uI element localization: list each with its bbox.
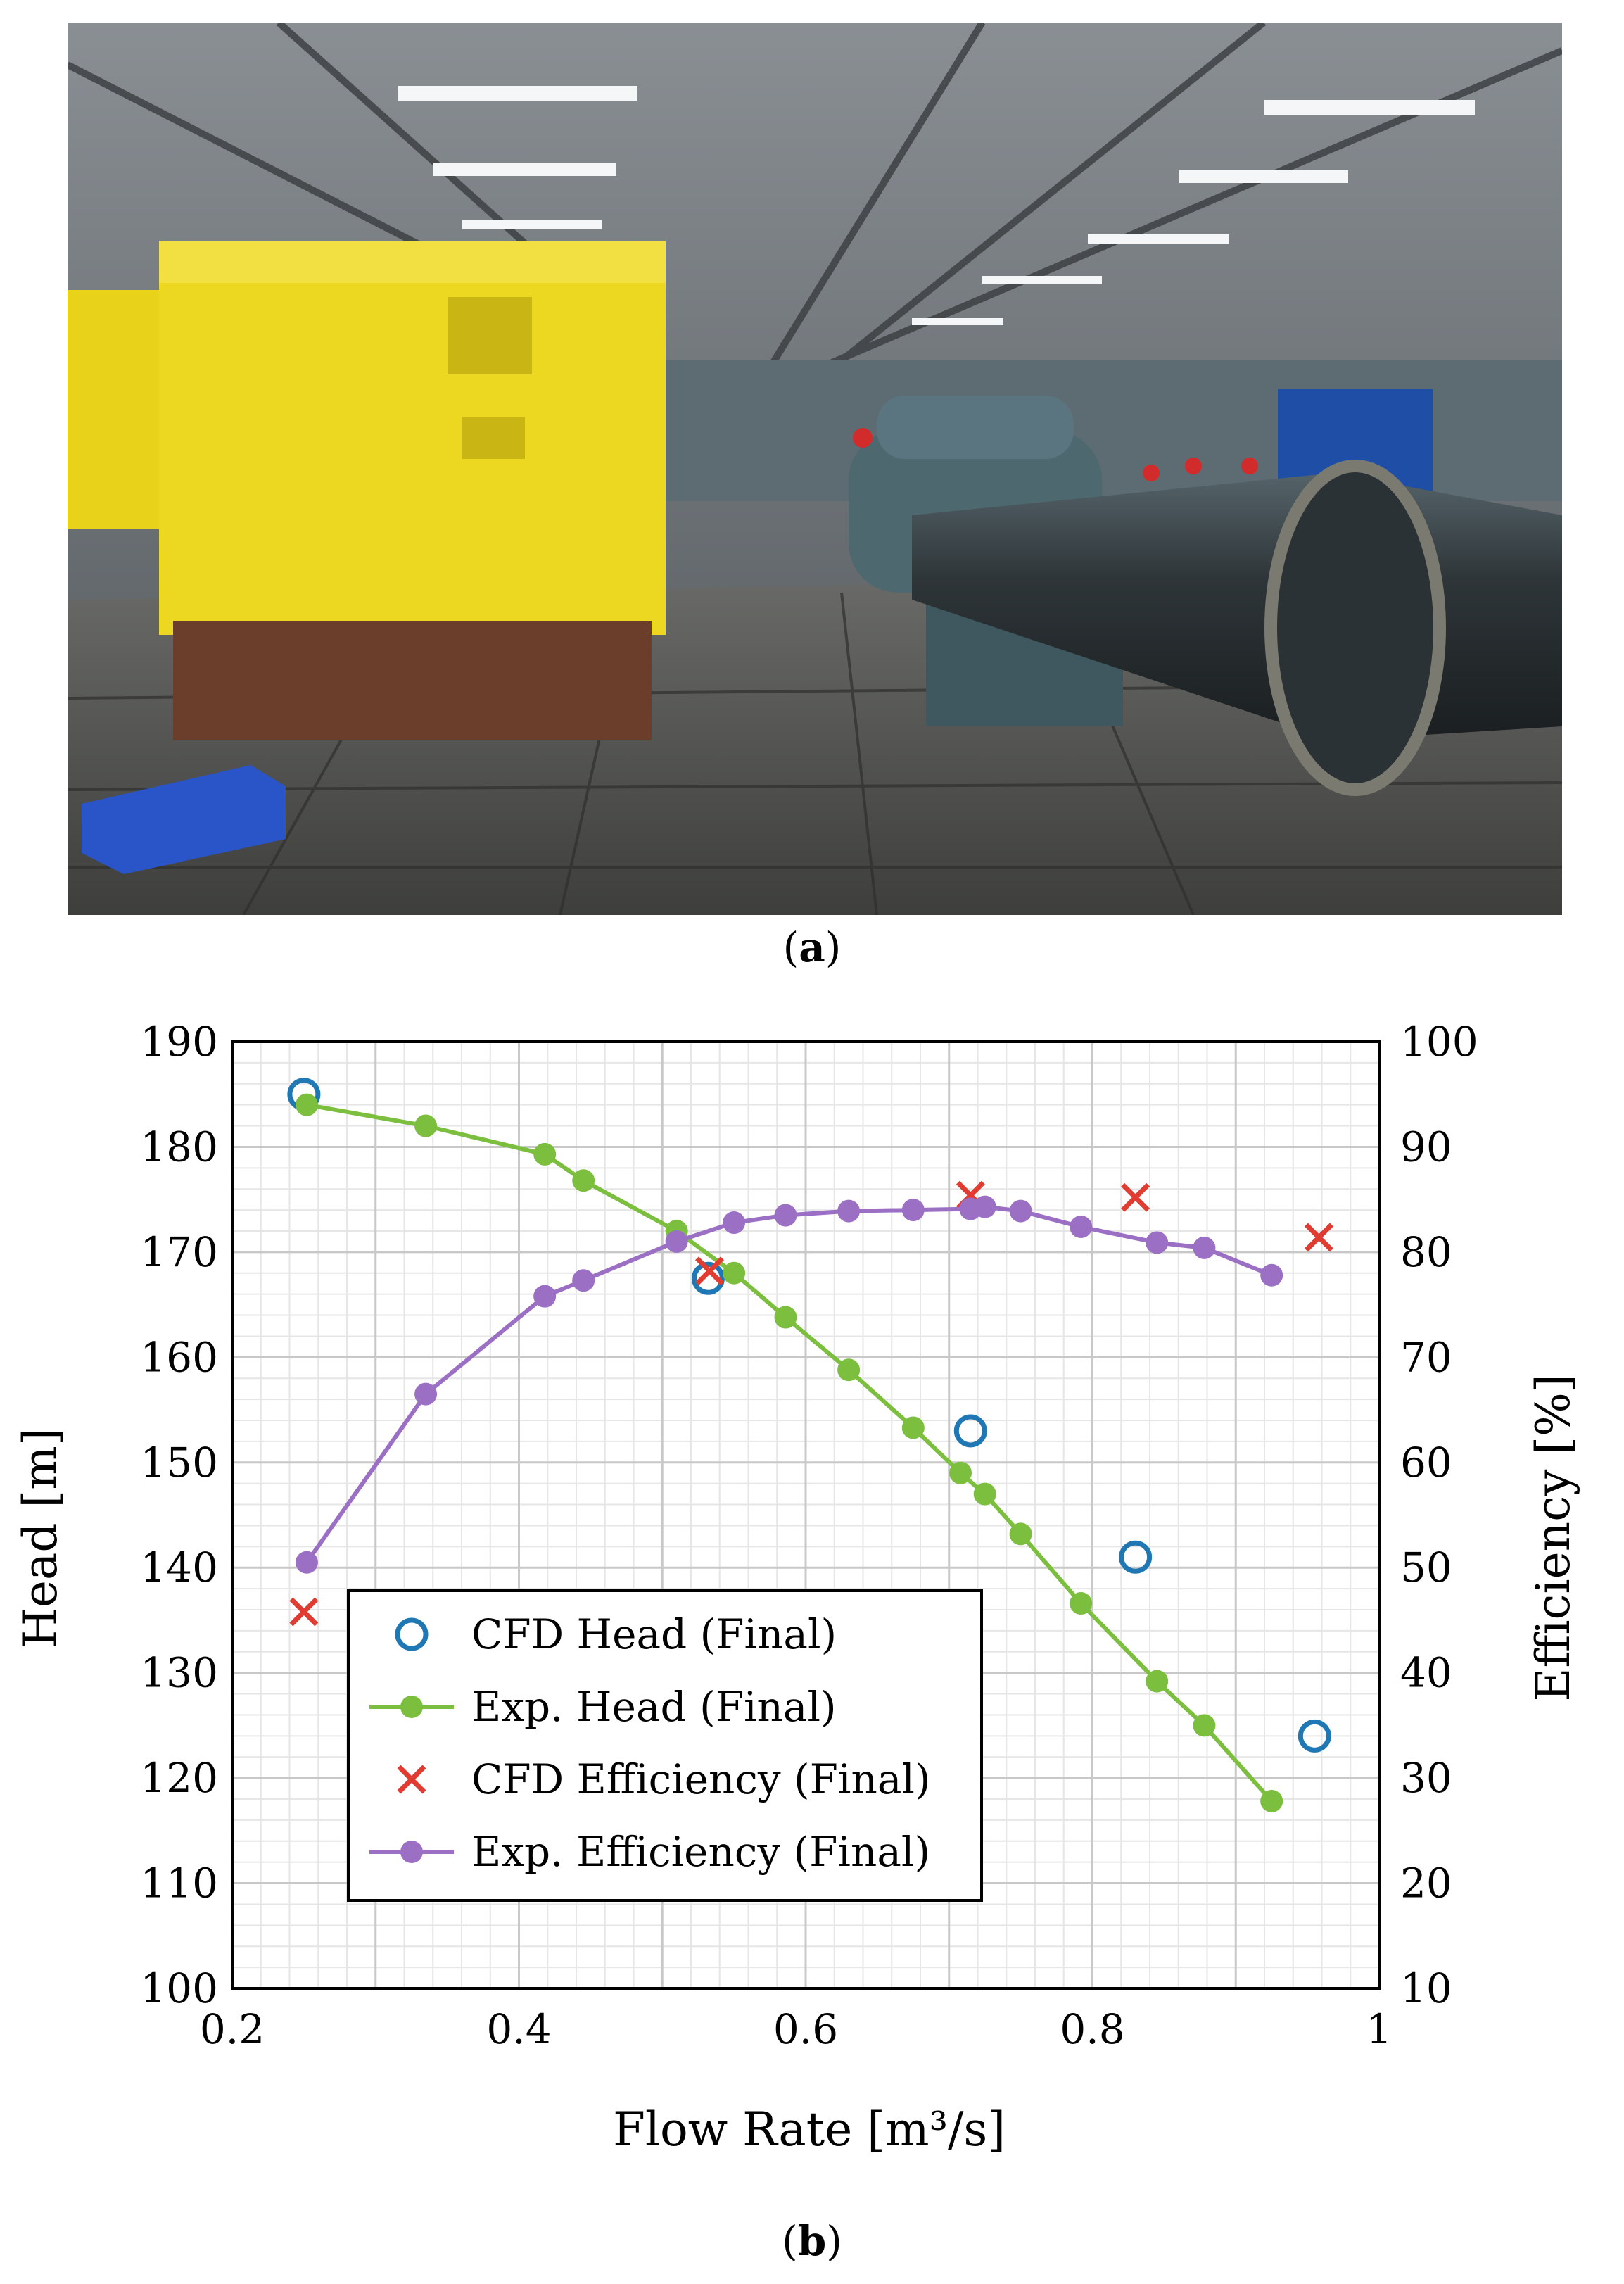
legend-entry: Exp. Efficiency (Final) [369,1828,930,1876]
y2-tick-label: 90 [1400,1123,1452,1171]
y2-tick-label: 50 [1400,1544,1452,1591]
cross-stroke [1304,1223,1333,1252]
legend-entry: CFD Head (Final) [395,1610,837,1658]
data-point [295,1551,318,1574]
legend-label: CFD Head (Final) [471,1610,837,1658]
data-point [1119,1540,1153,1574]
data-point [901,1416,925,1439]
data-point [1009,1522,1032,1546]
data-point [572,1169,595,1192]
data-point [414,1382,438,1406]
y-tick-label: 150 [140,1439,218,1487]
legend-label: Exp. Efficiency (Final) [471,1828,930,1876]
legend-marker [395,1617,429,1651]
data-point [901,1199,925,1222]
y-tick-label: 110 [140,1860,218,1907]
legend-marker [397,1765,426,1794]
y2-tick-label: 30 [1400,1754,1452,1802]
data-point [695,1256,724,1286]
data-point [1070,1216,1093,1239]
y2-tick-label: 40 [1400,1649,1452,1697]
axis-ticks: 0.2 0.4 0.6 0.8 1 100 110 120 130 140 150 160 170 180… [140,1018,1478,2053]
y-tick-label: 190 [140,1018,218,1066]
data-point [1146,1231,1169,1254]
y-axis-label: Head [m] [13,1427,68,1648]
y2-tick-label: 10 [1400,1964,1452,2012]
data-point [533,1142,557,1166]
y-tick-label: 120 [140,1754,218,1802]
data-point [414,1114,438,1137]
series-line [305,1204,1273,1564]
cross-stroke [397,1765,426,1794]
series-layer [287,1078,1333,1812]
legend-entry: CFD Efficiency (Final) [397,1755,931,1803]
x-tick-label: 1 [1366,2005,1393,2053]
legend-entry: Exp. Head (Final) [369,1683,837,1731]
test-rig-photo [68,23,1562,915]
panel-b-caption: (b) [782,2217,842,2265]
data-point [837,1358,861,1382]
plot-frame [231,1040,1381,1990]
y2-tick-label: 20 [1400,1860,1452,1907]
data-point [1193,1236,1216,1259]
legend-box [347,1589,983,1902]
series-3 [295,1195,1283,1574]
y-tick-label: 140 [140,1544,218,1591]
data-point [723,1211,746,1235]
legend-label: Exp. Head (Final) [471,1683,837,1731]
data-point [1260,1789,1283,1812]
data-point [1121,1182,1150,1212]
data-point [774,1306,797,1329]
head-efficiency-chart: 0.2 0.4 0.6 0.8 1 100 110 120 130 140 150 160 170 180… [13,1018,1580,2157]
data-point [1146,1670,1169,1693]
series-2 [289,1180,1333,1627]
cross-stroke [695,1256,724,1286]
data-point [774,1204,797,1227]
legend-marker [400,1841,423,1863]
data-point [295,1093,318,1116]
y-tick-label: 130 [140,1649,218,1697]
data-point [1009,1199,1032,1223]
y-tick-label: 160 [140,1333,218,1381]
data-point [973,1482,996,1506]
legend-label: CFD Efficiency (Final) [471,1755,931,1803]
data-point [1070,1592,1093,1615]
data-point [691,1261,725,1295]
cross-stroke [1121,1182,1150,1212]
data-point [949,1461,972,1484]
legend: CFD Head (Final) Exp. Head (Final) CFD Eff… [347,1589,983,1902]
x-tick-label: 0.2 [200,2005,265,2053]
y-tick-label: 100 [140,1964,218,2012]
x-tick-label: 0.6 [773,2005,838,2053]
data-point [973,1195,996,1218]
y-tick-label: 180 [140,1123,218,1171]
legend-marker [400,1696,423,1718]
data-point [572,1269,595,1292]
data-point [289,1597,319,1627]
series-line [306,1102,1274,1803]
y2-tick-label: 70 [1400,1333,1452,1381]
y2-tick-label: 60 [1400,1439,1452,1487]
data-point [665,1230,688,1253]
y2-tick-label: 100 [1400,1018,1478,1066]
y2-tick-label: 80 [1400,1228,1452,1276]
data-point [953,1414,987,1448]
y2-axis-label: Efficiency [%] [1526,1374,1580,1701]
x-axis-label: Flow Rate [m³/s] [613,2102,1006,2157]
data-point [1193,1714,1216,1737]
x-tick-label: 0.8 [1060,2005,1124,2053]
data-point [533,1285,557,1308]
data-point [1304,1223,1333,1252]
data-point [1298,1719,1331,1753]
data-point [723,1261,746,1285]
cross-stroke [289,1597,319,1627]
x-tick-label: 0.4 [486,2005,551,2053]
data-point [1260,1263,1283,1287]
y-tick-label: 170 [140,1228,218,1276]
data-point [837,1199,861,1223]
panel-a-caption: (a) [782,923,842,971]
series-1 [295,1093,1283,1812]
